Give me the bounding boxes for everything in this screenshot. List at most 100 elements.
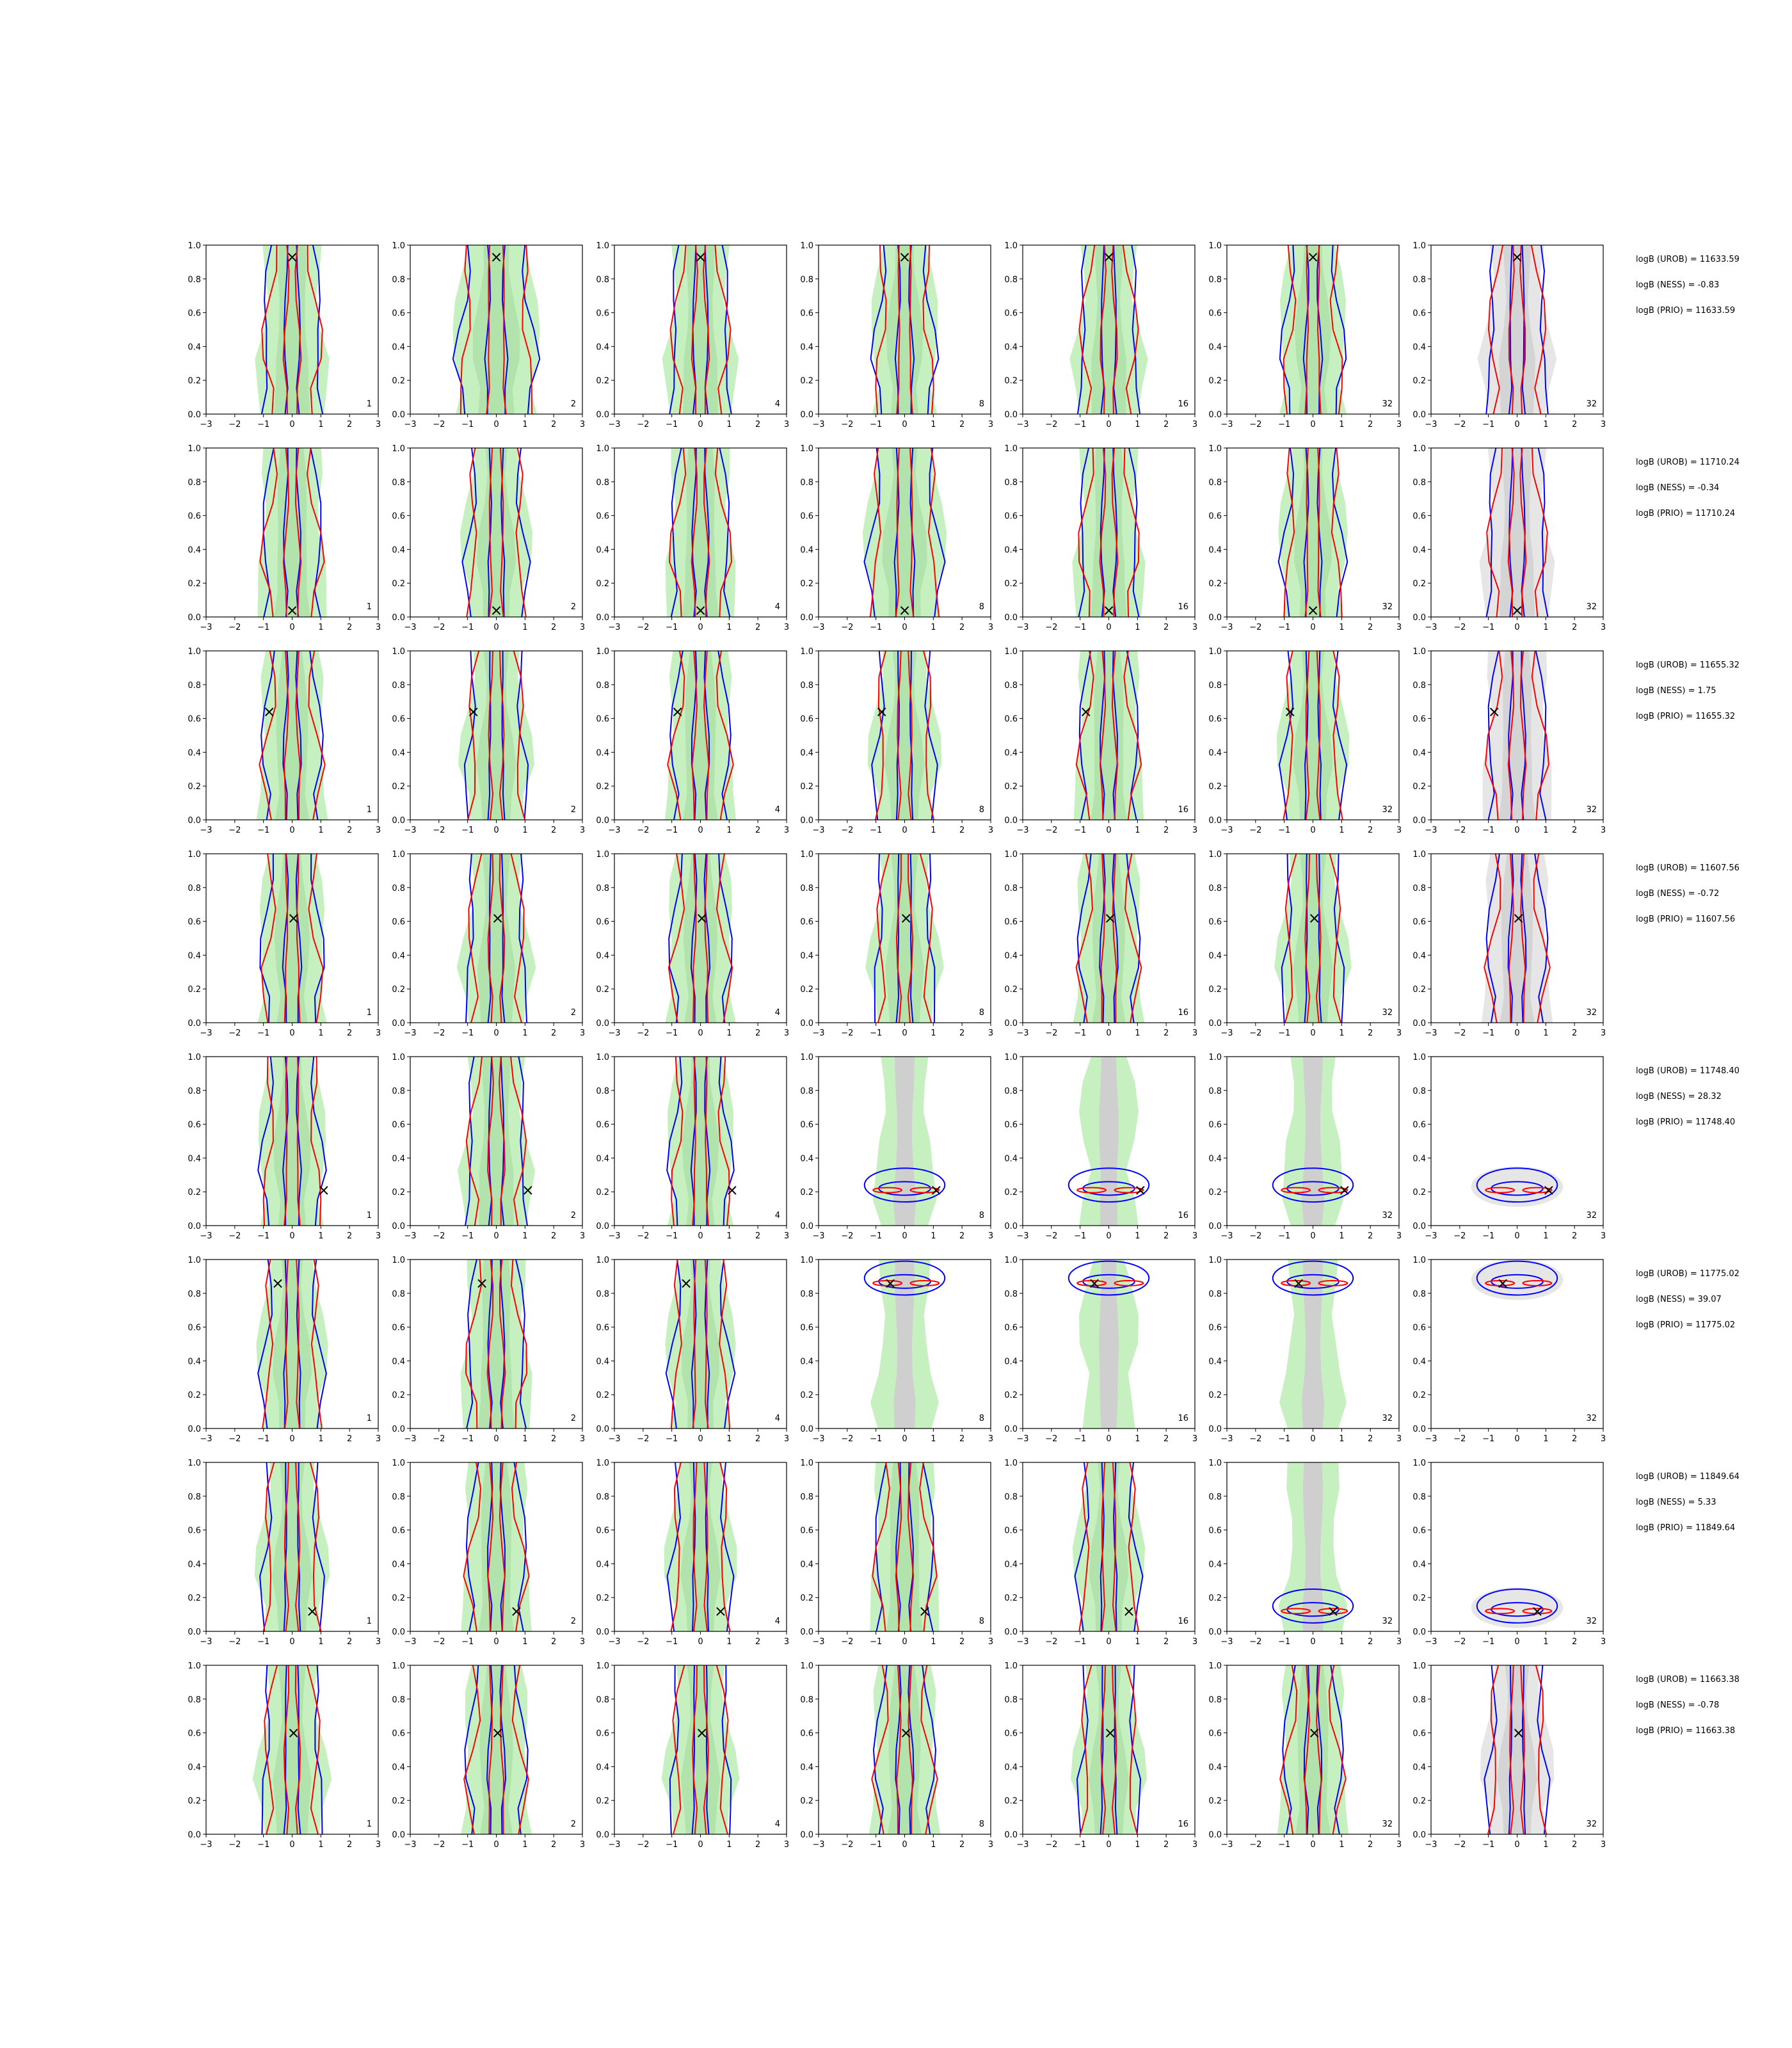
- x-tick-label: 0: [1514, 826, 1519, 835]
- y-tick-label: 1.0: [596, 1459, 609, 1468]
- blue-contour-outer: [1277, 448, 1348, 617]
- y-tick-label: 0.0: [1004, 1830, 1018, 1840]
- x-tick-label: 0: [493, 1231, 499, 1241]
- x-tick-label: 2: [1368, 1231, 1373, 1241]
- y-tick-label: 0.8: [188, 884, 201, 893]
- true-value-marker: ×: [694, 248, 707, 266]
- blue-contour-inner: [487, 854, 506, 1023]
- true-value-marker: ×: [898, 248, 911, 266]
- x-tick-label: −2: [841, 826, 853, 835]
- panel-column-label: 8: [979, 1414, 984, 1423]
- true-value-marker: ×: [1510, 248, 1523, 266]
- contour-panel: × −3 −2 −1 0 1 2 3 0.0 0.2 0.4 0.6 0.8 1.0 16: [1004, 444, 1197, 632]
- y-tick-label: 0.4: [392, 545, 405, 555]
- x-tick-label: −1: [1278, 1840, 1290, 1850]
- red-contour-left: [1076, 1187, 1107, 1194]
- y-tick-label: 0.4: [1004, 748, 1018, 758]
- x-tick-label: 0: [698, 1840, 703, 1850]
- y-tick-label: 0.0: [800, 1019, 813, 1028]
- x-tick-label: −1: [1074, 623, 1086, 632]
- figure-row: × −3 −2 −1 0 1 2 3 0.0 0.2 0.4 0.6 0.8 1.0 1 × −3 −2 −1 0 1 2…: [188, 1053, 1740, 1241]
- panel-plot-area: [1277, 1665, 1349, 1834]
- x-tick-label: −2: [637, 1637, 649, 1647]
- panel-plot-area: [664, 651, 737, 820]
- density-fill-inner: [1295, 1665, 1331, 1834]
- red-contour-left: [872, 1187, 903, 1194]
- y-tick-label: 0.6: [1004, 918, 1018, 927]
- panel-plot-area: [461, 1462, 532, 1631]
- y-tick-label: 0.6: [800, 715, 813, 724]
- red-contour-outer: [668, 448, 733, 617]
- y-tick-label: 0.8: [188, 681, 201, 691]
- red-contour-left: [1281, 1187, 1311, 1194]
- y-tick-label: 0.0: [1412, 410, 1426, 420]
- x-tick-label: 2: [959, 623, 964, 632]
- y-tick-label: 0.4: [1004, 951, 1018, 961]
- panel-column-label: 16: [1178, 805, 1188, 815]
- x-tick-label: 1: [931, 623, 936, 632]
- x-tick-label: −1: [1482, 623, 1494, 632]
- x-tick-label: 0: [698, 420, 703, 429]
- red-contour-outer: [874, 651, 935, 820]
- y-tick-label: 0.6: [1412, 715, 1426, 724]
- y-tick-label: 0.6: [800, 1526, 813, 1536]
- blue-contour-outer: [463, 651, 529, 820]
- y-tick-label: 0.0: [1004, 1425, 1018, 1434]
- y-tick-label: 1.0: [1004, 647, 1018, 657]
- red-contour-outer: [669, 245, 732, 414]
- y-tick-label: 0.8: [596, 1290, 609, 1299]
- x-tick-label: −1: [257, 826, 269, 835]
- y-tick-label: 0.2: [1412, 1188, 1426, 1197]
- y-tick-label: 0.2: [1412, 1391, 1426, 1400]
- x-tick-label: 1: [931, 826, 936, 835]
- panel-column-label: 8: [979, 805, 984, 815]
- x-tick-label: 3: [580, 1840, 585, 1850]
- panel-plot-area: [863, 1260, 946, 1428]
- x-tick-label: 3: [580, 623, 585, 632]
- x-tick-label: −2: [228, 623, 241, 632]
- x-tick-label: −1: [666, 1028, 678, 1038]
- density-fill: [1471, 1166, 1564, 1207]
- x-tick-label: 0: [289, 420, 294, 429]
- x-tick-label: 1: [931, 1434, 936, 1444]
- x-tick-label: −3: [1425, 1231, 1437, 1241]
- x-tick-label: 0: [698, 1028, 703, 1038]
- contour-panel: × −3 −2 −1 0 1 2 3 0.0 0.2 0.4 0.6 0.8 1.0 1: [188, 1459, 381, 1647]
- x-tick-label: 3: [784, 1231, 789, 1241]
- panel-plot-area: [458, 651, 534, 820]
- density-fill-inner: [680, 1462, 721, 1631]
- x-tick-label: −2: [841, 1637, 853, 1647]
- x-tick-label: 2: [347, 826, 352, 835]
- y-tick-label: 0.8: [1004, 1492, 1018, 1502]
- y-tick-label: 0.2: [392, 1188, 405, 1197]
- y-tick-label: 0.6: [188, 512, 201, 522]
- y-tick-label: 0.0: [188, 1628, 201, 1637]
- y-tick-label: 0.8: [1412, 1695, 1426, 1705]
- x-tick-label: −1: [257, 420, 269, 429]
- y-tick-label: 0.2: [392, 1796, 405, 1806]
- y-tick-label: 1.0: [188, 1053, 201, 1062]
- y-tick-label: 0.2: [188, 376, 201, 386]
- x-tick-label: −1: [1074, 1231, 1086, 1241]
- red-contour-outer: [260, 854, 324, 1023]
- x-tick-label: 1: [1339, 826, 1344, 835]
- stat-urob: logB (UROB) = 11655.32: [1636, 660, 1740, 670]
- red-contour-right: [1522, 1187, 1553, 1194]
- panel-plot-area: [661, 1665, 740, 1834]
- red-contour-outer: [460, 245, 533, 414]
- stat-ness: logB (NESS) = -0.72: [1636, 889, 1719, 899]
- x-tick-label: 0: [1106, 1231, 1111, 1241]
- panel-column-label: 2: [571, 1820, 576, 1829]
- y-tick-label: 0.2: [1412, 376, 1426, 386]
- y-tick-label: 0.8: [1004, 478, 1018, 488]
- y-tick-label: 0.6: [392, 715, 405, 724]
- x-tick-label: 1: [1339, 1028, 1344, 1038]
- true-value-marker: ×: [1306, 248, 1319, 266]
- blue-contour-inner: [878, 1274, 931, 1289]
- x-tick-label: 0: [493, 623, 499, 632]
- x-tick-label: 3: [1192, 1028, 1197, 1038]
- y-tick-label: 0.8: [1004, 884, 1018, 893]
- blue-contour-inner: [1082, 1274, 1135, 1289]
- x-tick-label: −1: [1482, 1637, 1494, 1647]
- x-tick-label: −2: [637, 1028, 649, 1038]
